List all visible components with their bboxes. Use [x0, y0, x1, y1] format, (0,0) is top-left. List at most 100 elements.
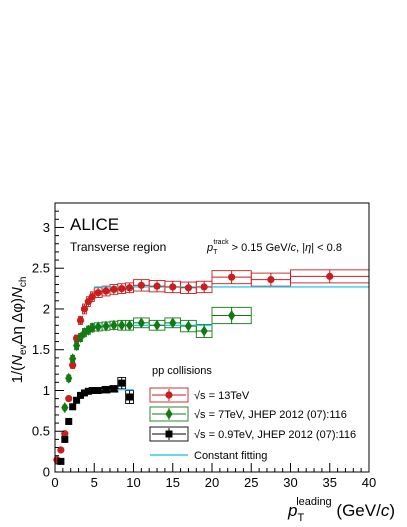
data-point: [80, 389, 88, 397]
data-point: [80, 305, 89, 313]
legend-swatch-box: [149, 387, 189, 403]
data-point: [184, 320, 193, 332]
data-point: [153, 319, 161, 331]
data-point: [65, 395, 73, 403]
legend-swatch-box: [149, 426, 189, 442]
legend-entry-label: √s = 7TeV, JHEP 2012 (07):116: [194, 409, 347, 421]
cut-label: pTtrack > 0.15 GeV/c, |η| < 0.8: [206, 239, 342, 256]
legend-entry: √s = 13TeV: [149, 387, 250, 403]
data-point: [80, 327, 89, 339]
y-tick-label: 3: [43, 220, 50, 235]
data-point: [110, 285, 118, 294]
y-axis-title-n: N: [9, 355, 26, 366]
y-tick-label: 0: [43, 465, 50, 480]
data-point: [94, 321, 102, 333]
data-point: [72, 340, 81, 352]
legend-swatch-marker: [165, 391, 173, 399]
x-tick-label: 15: [166, 475, 180, 490]
data-point: [57, 457, 65, 465]
cut-label-p: p: [206, 242, 213, 254]
x-axis-title-unit-close: ): [389, 501, 395, 520]
data-point: [126, 393, 134, 401]
data-layer: [53, 269, 370, 465]
y-axis-title-group: 1/(NevΔη Δφ)Nch: [9, 277, 29, 384]
legend-entry: Constant fitting: [150, 450, 267, 462]
data-point: [102, 287, 110, 295]
data-point: [184, 284, 193, 292]
legend-entries: √s = 13TeV √s = 7TeV, JHEP 2012 (07):116 √…: [149, 387, 356, 462]
x-tick-label: 30: [283, 475, 297, 490]
data-point: [76, 316, 85, 324]
data-point: [169, 283, 177, 291]
legend-entry: √s = 7TeV, JHEP 2012 (07):116: [149, 406, 347, 422]
data-point: [61, 402, 69, 414]
data-point: [118, 284, 126, 293]
legend-entry-label: √s = 0.9TeV, JHEP 2012 (07):116: [194, 429, 356, 441]
data-point: [110, 319, 118, 331]
legend: pp collisions √s = 13TeV √s = 7TeV, JHEP …: [149, 365, 356, 462]
x-axis-title-c: c: [381, 501, 390, 520]
y-axis-title: 1/(NevΔη Δφ)Nch: [9, 277, 29, 384]
x-tick-label: 5: [91, 475, 98, 490]
data-point: [200, 325, 208, 337]
data-point: [77, 391, 85, 399]
data-point: [137, 281, 145, 289]
y-axis-title-ch: ch: [18, 277, 29, 288]
y-tick-label: 2.5: [32, 261, 50, 276]
data-point: [94, 386, 102, 394]
data-point: [153, 282, 161, 290]
data-point: [88, 322, 96, 334]
series-points-1: [61, 307, 252, 414]
data-point: [94, 289, 102, 297]
legend-swatch-box: [149, 406, 189, 422]
data-point: [69, 353, 77, 365]
cut-label-suffix: | < 0.8: [311, 242, 342, 254]
x-tick-label: 10: [126, 475, 140, 490]
legend-entry: √s = 0.9TeV, JHEP 2012 (07):116: [149, 426, 356, 442]
x-tick-label: 20: [205, 475, 219, 490]
x-tick-label: 25: [244, 475, 258, 490]
legend-swatch-marker: [165, 408, 173, 420]
data-point: [88, 293, 96, 301]
y-tick-label: 2: [43, 301, 50, 316]
axis-layer: 0 5 10 15 20 25 30 35 40 0 0.5 1 1.5 2 2.5 3: [32, 202, 376, 490]
y-tick-label: 0.5: [32, 424, 50, 439]
legend-swatch-marker: [165, 430, 173, 438]
x-axis-title: pTleading (GeV/c): [287, 496, 395, 524]
data-point: [125, 284, 134, 292]
cut-label-sup: track: [213, 239, 229, 246]
data-point: [102, 320, 110, 332]
y-axis-title-n2: N: [9, 287, 26, 298]
y-tick-label: 1: [43, 383, 50, 398]
data-point: [326, 272, 334, 280]
data-point: [61, 435, 69, 443]
cut-label-middle: , |: [296, 242, 305, 254]
data-point: [137, 317, 145, 329]
x-axis-title-p: p: [287, 501, 297, 520]
data-point: [84, 298, 92, 306]
data-point: [228, 273, 236, 281]
x-tick-label: 40: [362, 475, 376, 490]
region-label: Transverse region: [70, 240, 166, 254]
data-point: [65, 372, 73, 384]
cut-label-sub: T: [213, 249, 218, 256]
data-point: [84, 387, 92, 395]
x-tick-label: 0: [51, 475, 58, 490]
data-point: [118, 319, 126, 331]
x-axis-title-unit-open: (GeV/: [332, 501, 381, 520]
data-point: [61, 430, 69, 438]
cut-label-eta: η: [305, 242, 311, 254]
data-point: [169, 317, 177, 329]
data-point: [267, 276, 275, 284]
data-point: [110, 385, 118, 393]
series-points-0: [53, 269, 369, 464]
data-point: [125, 319, 134, 331]
data-point: [73, 396, 81, 404]
data-point: [69, 403, 77, 411]
y-axis-title-deta: Δη Δφ): [9, 298, 26, 344]
cut-label-c: c: [291, 242, 297, 254]
series-points-2: [57, 377, 134, 465]
data-point: [118, 379, 126, 387]
y-axis-title-ev: ev: [18, 344, 29, 355]
